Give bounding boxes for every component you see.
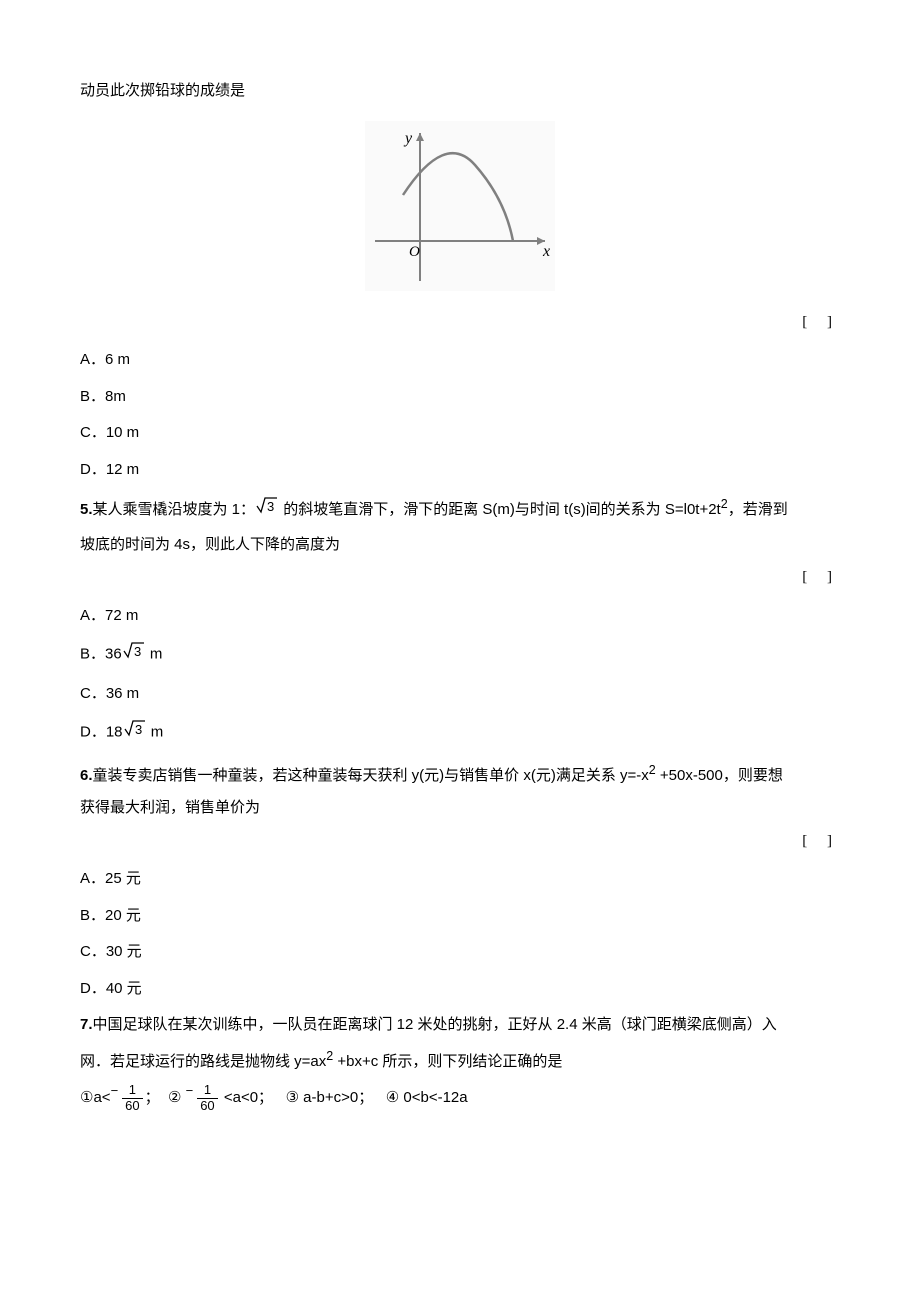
q5-num: 5. xyxy=(80,501,93,518)
q4-figure: y x O xyxy=(365,121,555,291)
q7-l2b: +bx+c 所示，则下列结论正确的是 xyxy=(333,1053,562,1070)
sqrt3-icon: 3 xyxy=(123,717,147,745)
q5-option-b: B．36 3 m xyxy=(80,641,840,669)
q5-option-d: D．18 3 m xyxy=(80,719,840,747)
frac-1-60: 160 xyxy=(122,1083,142,1113)
q4-option-b: B．8m xyxy=(80,386,840,409)
q6-line2: 获得最大利润，销售单价为 xyxy=(80,797,840,820)
q5-option-b-suffix: m xyxy=(146,646,163,663)
q6-option-b: B．20 元 xyxy=(80,905,840,928)
q7-line2: 网．若足球运行的路线是抛物线 y=ax2 +bx+c 所示，则下列结论正确的是 xyxy=(80,1047,840,1074)
q7-text: 7.中国足球队在某次训练中，一队员在距离球门 12 米处的挑射，正好从 2.4 … xyxy=(80,1014,840,1037)
q7-statements: ①a<−160； ② −160 <a<0； ③ a-b+c>0； ④ 0<b<-… xyxy=(80,1083,840,1113)
q5-bracket: [ ] xyxy=(80,566,840,589)
q6-num: 6. xyxy=(80,767,93,784)
q7-c4: ④ xyxy=(386,1090,399,1106)
q4-option-a: A．6 m xyxy=(80,349,840,372)
origin-label: O xyxy=(409,244,420,260)
q4-option-c: C．10 m xyxy=(80,422,840,445)
y-arrow xyxy=(416,133,424,141)
q5-text: 5.某人乘雪橇沿坡度为 1： 3 的斜坡笔直滑下，滑下的距离 S(m)与时间 t(… xyxy=(80,495,840,524)
q7-c3: ③ xyxy=(286,1090,299,1106)
frac2-num: 1 xyxy=(197,1083,217,1098)
sqrt3-icon: 3 xyxy=(122,639,146,667)
q5-sup: 2 xyxy=(721,497,728,511)
neg-sign-1: − xyxy=(111,1081,119,1101)
sqrt3-icon: 3 xyxy=(255,494,279,522)
q6-option-c: C．30 元 xyxy=(80,941,840,964)
x-label: x xyxy=(542,243,550,260)
q5-option-a: A．72 m xyxy=(80,605,840,628)
q7-c2: ② xyxy=(168,1090,181,1106)
q7-l1: 中国足球队在某次训练中，一队员在距离球门 12 米处的挑射，正好从 2.4 米高… xyxy=(93,1016,777,1033)
q6-bracket: [ ] xyxy=(80,830,840,853)
q7-c1: ① xyxy=(80,1090,93,1106)
q7-s2-post: <a<0； xyxy=(220,1089,273,1106)
q7-sep1: ； xyxy=(145,1089,160,1106)
q7-s3: a-b+c>0； xyxy=(299,1089,373,1106)
q6-sup1: 2 xyxy=(649,763,656,777)
neg-sign-2: − xyxy=(186,1081,194,1101)
svg-text:3: 3 xyxy=(267,499,274,514)
neg-frac-1: −160 xyxy=(111,1083,145,1113)
frac-1-60-b: 160 xyxy=(197,1083,217,1113)
q5-option-c: C．36 m xyxy=(80,683,840,706)
neg-frac-2: −160 xyxy=(186,1083,220,1113)
q6-option-d: D．40 元 xyxy=(80,978,840,1001)
frac1-den: 60 xyxy=(122,1099,142,1113)
svg-text:3: 3 xyxy=(135,722,142,737)
svg-text:3: 3 xyxy=(134,644,141,659)
frac1-num: 1 xyxy=(122,1083,142,1098)
q6-l1: 童装专卖店销售一种童装，若这种童装每天获利 y(元)与销售单价 x(元)满足关系… xyxy=(93,767,649,784)
q5-option-d-prefix: D．18 xyxy=(80,724,123,741)
q4-bracket: [ ] xyxy=(80,311,840,334)
y-label: y xyxy=(403,130,413,147)
frac2-den: 60 xyxy=(197,1099,217,1113)
q7-s1-pre: a< xyxy=(93,1089,110,1106)
q4-option-d: D．12 m xyxy=(80,459,840,482)
q7-l2a: 网．若足球运行的路线是抛物线 y=ax xyxy=(80,1053,326,1070)
q5-option-d-suffix: m xyxy=(147,724,164,741)
q6-option-a: A．25 元 xyxy=(80,868,840,891)
q7-num: 7. xyxy=(80,1016,93,1033)
q4-intro-tail: 动员此次掷铅球的成绩是 xyxy=(80,80,840,103)
q5-text-before: 某人乘雪橇沿坡度为 1： xyxy=(93,501,256,518)
q4-figure-container: y x O xyxy=(80,121,840,291)
q5-tail: ，若滑到 xyxy=(728,501,788,518)
q6-l1-tail: +50x-500，则要想 xyxy=(656,767,783,784)
q7-s4: 0<b<-12a xyxy=(399,1089,467,1106)
q5-text-after: 的斜坡笔直滑下，滑下的距离 S(m)与时间 t(s)间的关系为 S=l0t+2t xyxy=(279,501,721,518)
q6-text: 6.童装专卖店销售一种童装，若这种童装每天获利 y(元)与销售单价 x(元)满足… xyxy=(80,761,840,788)
q5-line2: 坡底的时间为 4s，则此人下降的高度为 xyxy=(80,534,840,557)
q5-option-b-prefix: B．36 xyxy=(80,646,122,663)
parabola-graph-icon: y x O xyxy=(365,121,555,291)
